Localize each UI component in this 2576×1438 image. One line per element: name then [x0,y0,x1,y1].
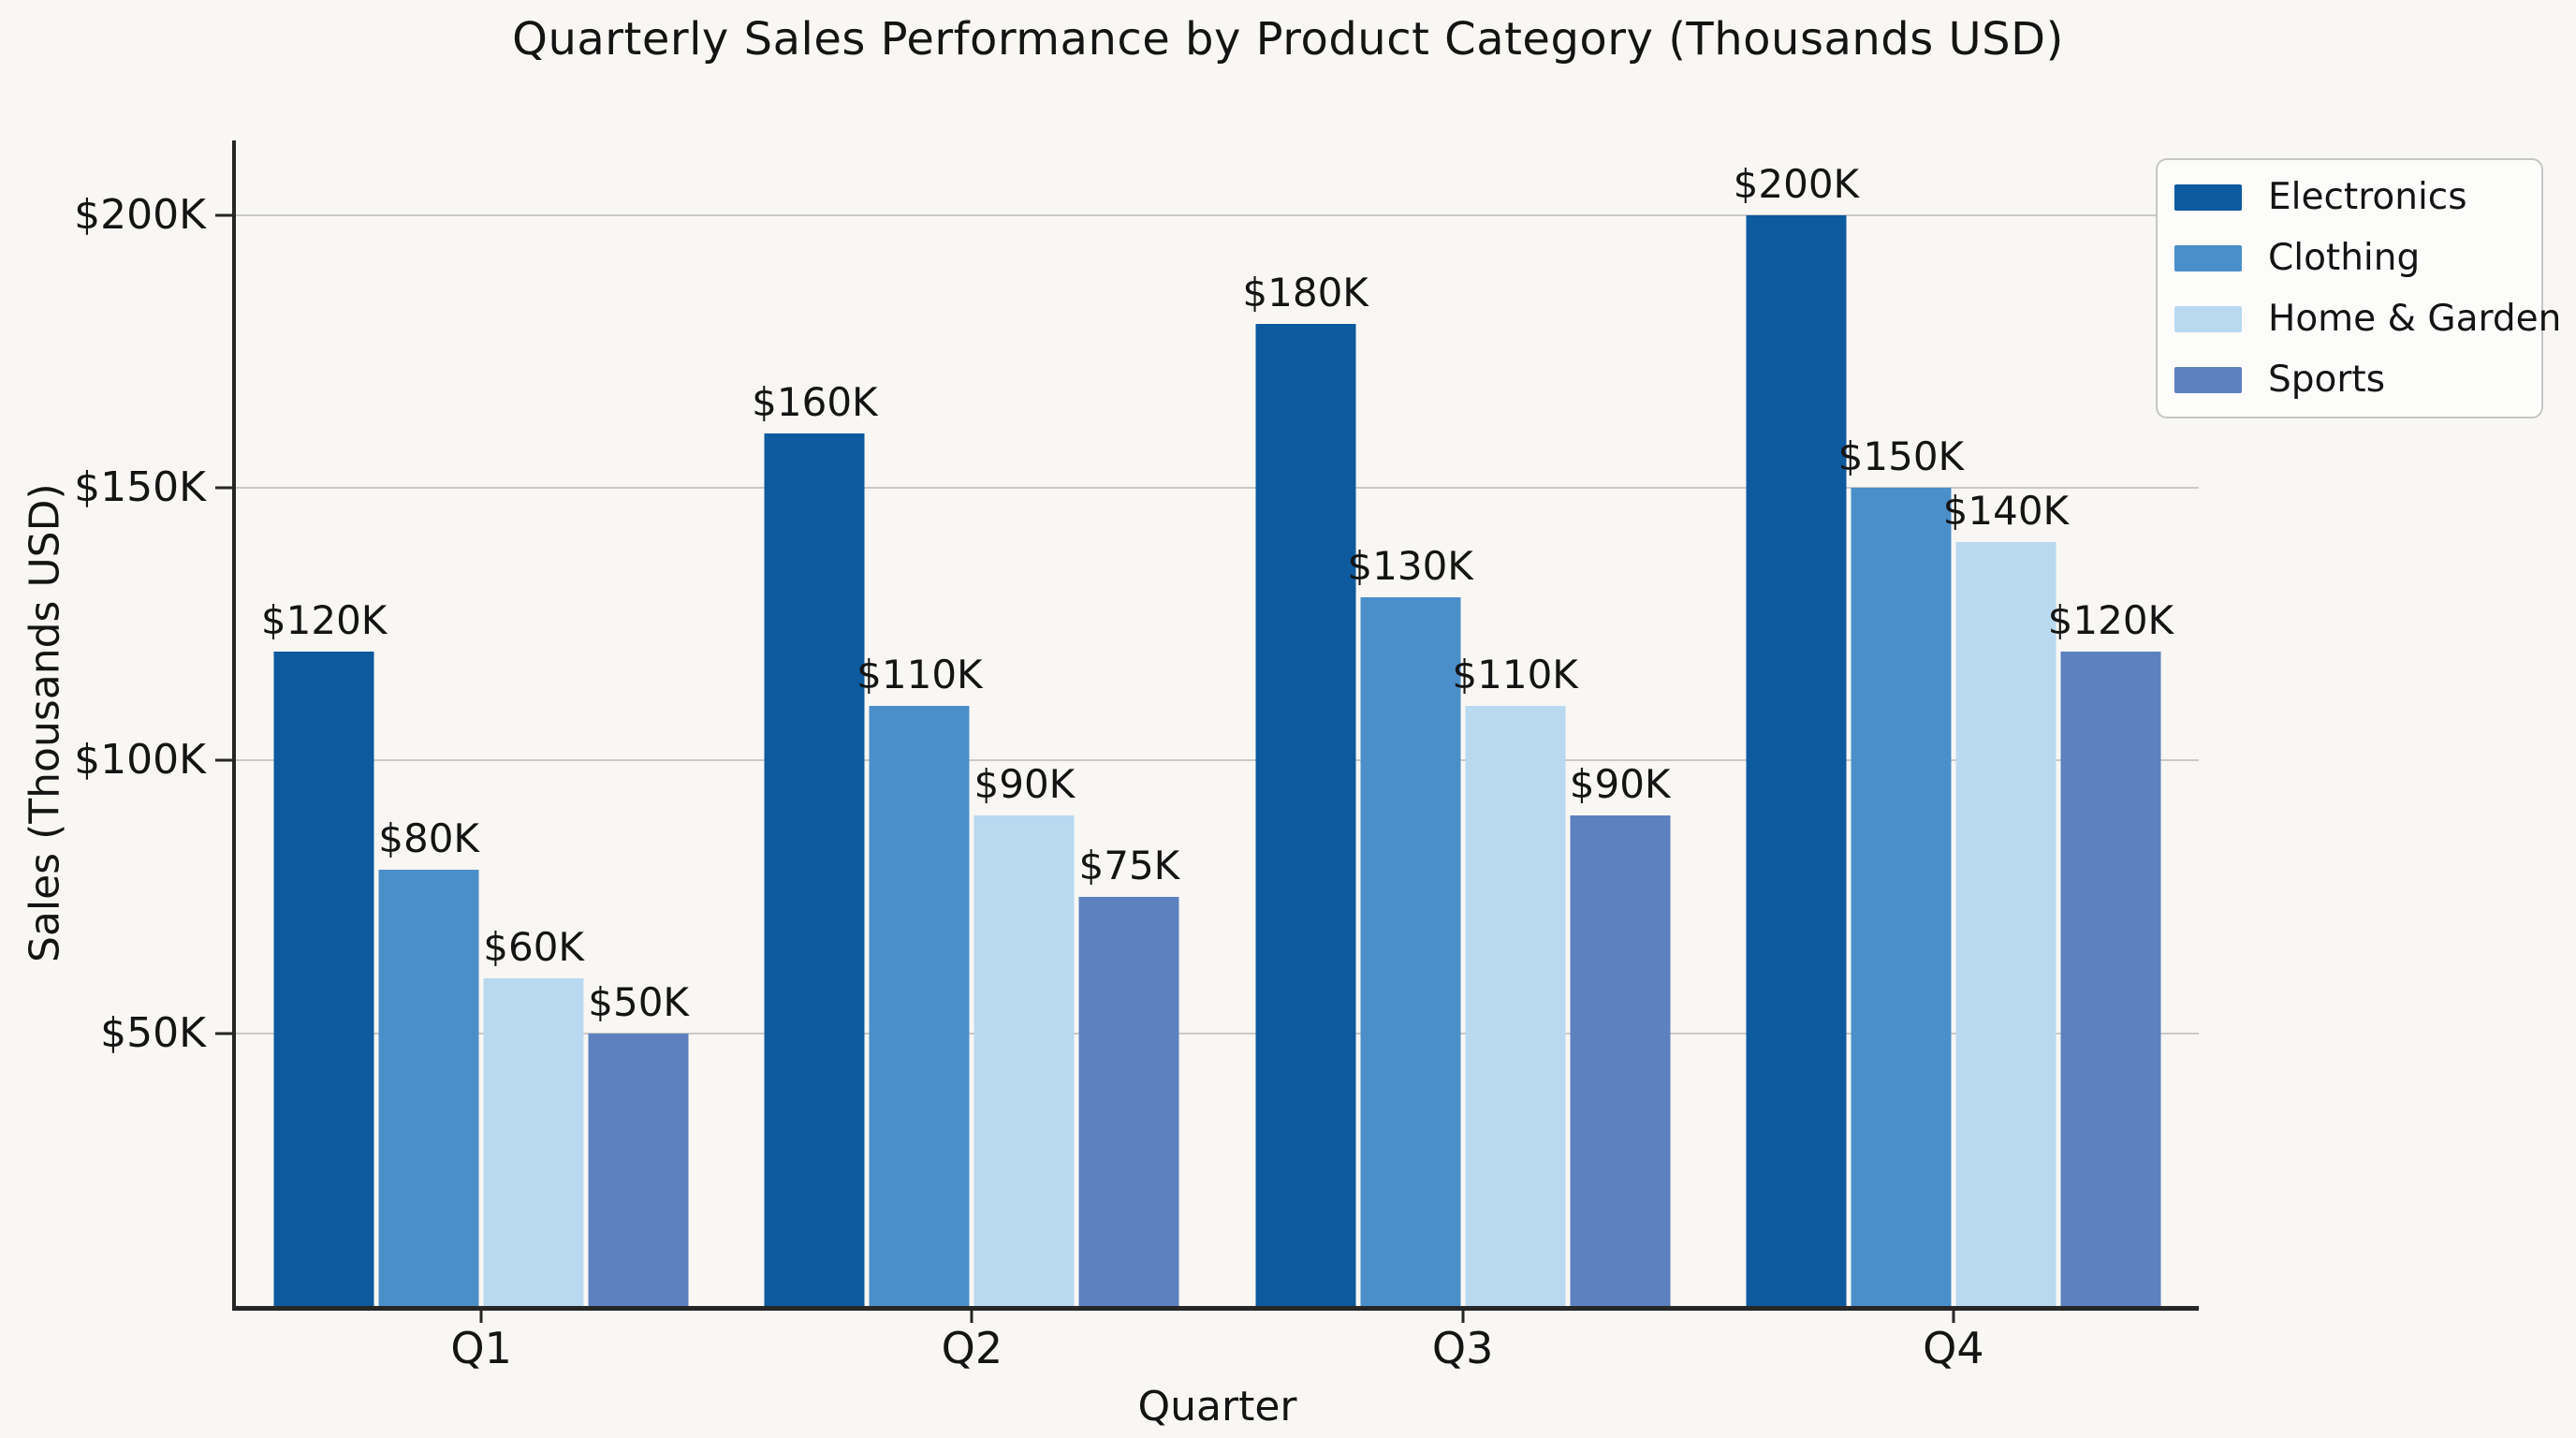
bar-value-label-clothing-q3: $130K [1347,542,1473,589]
x-tick-label-q4: Q4 [1923,1323,1984,1373]
bar-clothing-q4 [1851,488,1952,1306]
bar-slot-home-garden-q2: $90K [974,140,1075,1306]
x-tick-label-q3: Q3 [1431,1323,1494,1373]
bar-slot-home-garden-q1: $60K [483,140,584,1306]
bar-value-label-electronics-q2: $160K [752,378,878,425]
bar-slot-electronics-q1: $120K [261,140,387,1306]
bar-value-label-home-garden-q1: $60K [483,924,584,971]
y-tick-label-100k: $100K [74,736,206,785]
legend-swatch-clothing [2174,244,2242,271]
bar-value-label-home-garden-q2: $90K [973,760,1076,807]
bar-slot-clothing-q2: $110K [856,140,983,1306]
bar-value-label-clothing-q2: $110K [856,652,983,698]
bar-home-garden-q3 [1465,706,1566,1306]
legend-swatch-electronics [2174,183,2242,211]
legend-item-electronics: Electronics [2174,179,2525,215]
bar-value-label-sports-q4: $120K [2047,596,2174,643]
bar-value-label-sports-q3: $90K [1569,760,1671,807]
bar-group-q2: $160K $110K $90K $75K [752,140,1179,1306]
legend-item-sports: Sports [2174,361,2525,398]
plot-area: Quarter $50K $100K $150K $200K $120K $80K $60K… [74,140,2199,1428]
bar-value-label-electronics-q4: $200K [1733,160,1860,207]
bar-slot-sports-q1: $50K [588,140,689,1306]
bar-clothing-q1 [378,869,479,1306]
x-tick-label-q2: Q2 [941,1323,1003,1373]
x-tick-mark-q4 [1952,1311,1955,1323]
bar-group-q3: $180K $130K $110K $90K [1242,140,1670,1306]
y-tick-mark-100k [215,758,236,762]
y-tick-mark-150k [215,486,236,490]
bar-group-q4: $200K $150K $140K $120K [1734,140,2174,1306]
bar-slot-clothing-q4: $150K [1838,140,1964,1306]
gridline-50k [236,1032,2199,1034]
bar-value-label-home-garden-q3: $110K [1452,652,1578,698]
bar-electronics-q2 [764,433,865,1306]
bar-slot-home-garden-q4: $140K [1943,140,2069,1306]
legend-item-clothing: Clothing [2174,240,2525,276]
x-tick-mark-q2 [970,1311,973,1323]
x-tick-mark-q3 [1461,1311,1465,1323]
bar-sports-q3 [1570,814,1671,1306]
gridline-150k [236,487,2199,490]
bar-sports-q4 [2060,651,2161,1306]
bar-electronics-q1 [273,651,374,1306]
y-tick-label-50k: $50K [100,1008,206,1057]
bar-slot-sports-q4: $120K [2048,140,2174,1306]
gridline-100k [236,759,2199,762]
bar-value-label-sports-q1: $50K [588,978,689,1025]
bar-slot-clothing-q1: $80K [378,140,479,1306]
bar-value-label-electronics-q3: $180K [1242,270,1368,316]
legend-label-sports: Sports [2268,359,2386,401]
bar-slot-electronics-q4: $200K [1734,140,1859,1306]
legend-label-clothing: Clothing [2268,237,2421,279]
bar-electronics-q4 [1746,214,1847,1306]
y-tick-label-150k: $150K [74,463,206,512]
bar-slot-sports-q2: $75K [1079,140,1179,1306]
bar-value-label-sports-q2: $75K [1078,843,1180,889]
bar-group-q1: $120K $80K $60K $50K [261,140,689,1306]
y-tick-mark-50k [215,1032,236,1035]
legend: Electronics Clothing Home & Garden Sports [2156,158,2561,418]
x-axis-label: Quarter [1137,1383,1297,1431]
bar-home-garden-q1 [483,978,584,1306]
y-axis-label: Sales (Thousands USD) [21,483,69,963]
x-tick-mark-q1 [479,1311,483,1323]
legend-swatch-sports [2174,366,2242,393]
bar-value-label-clothing-q1: $80K [378,814,479,861]
bar-home-garden-q4 [1955,542,2056,1306]
bar-slot-electronics-q2: $160K [752,140,878,1306]
bar-slot-sports-q3: $90K [1570,140,1670,1306]
y-tick-label-200k: $200K [74,190,206,239]
chart-title: Quarterly Sales Performance by Product C… [512,13,2064,66]
bar-value-label-electronics-q1: $120K [260,596,388,643]
bar-clothing-q2 [869,706,970,1306]
bar-value-label-clothing-q4: $150K [1837,433,1965,480]
bar-home-garden-q2 [973,814,1075,1306]
bar-clothing-q3 [1360,596,1461,1306]
x-tick-label-q1: Q1 [450,1323,512,1373]
y-tick-mark-200k [215,213,236,217]
bar-electronics-q3 [1255,324,1356,1306]
bar-value-label-home-garden-q4: $140K [1942,488,2070,535]
legend-swatch-home-garden [2174,305,2242,332]
gridline-200k [236,213,2199,216]
bar-sports-q1 [588,1033,689,1306]
bar-slot-clothing-q3: $130K [1347,140,1473,1306]
legend-label-electronics: Electronics [2268,176,2467,218]
bar-sports-q2 [1078,897,1179,1306]
legend-item-home-garden: Home & Garden [2174,301,2561,337]
bar-slot-electronics-q3: $180K [1242,140,1368,1306]
bar-slot-home-garden-q3: $110K [1452,140,1578,1306]
legend-label-home-garden: Home & Garden [2268,298,2562,340]
